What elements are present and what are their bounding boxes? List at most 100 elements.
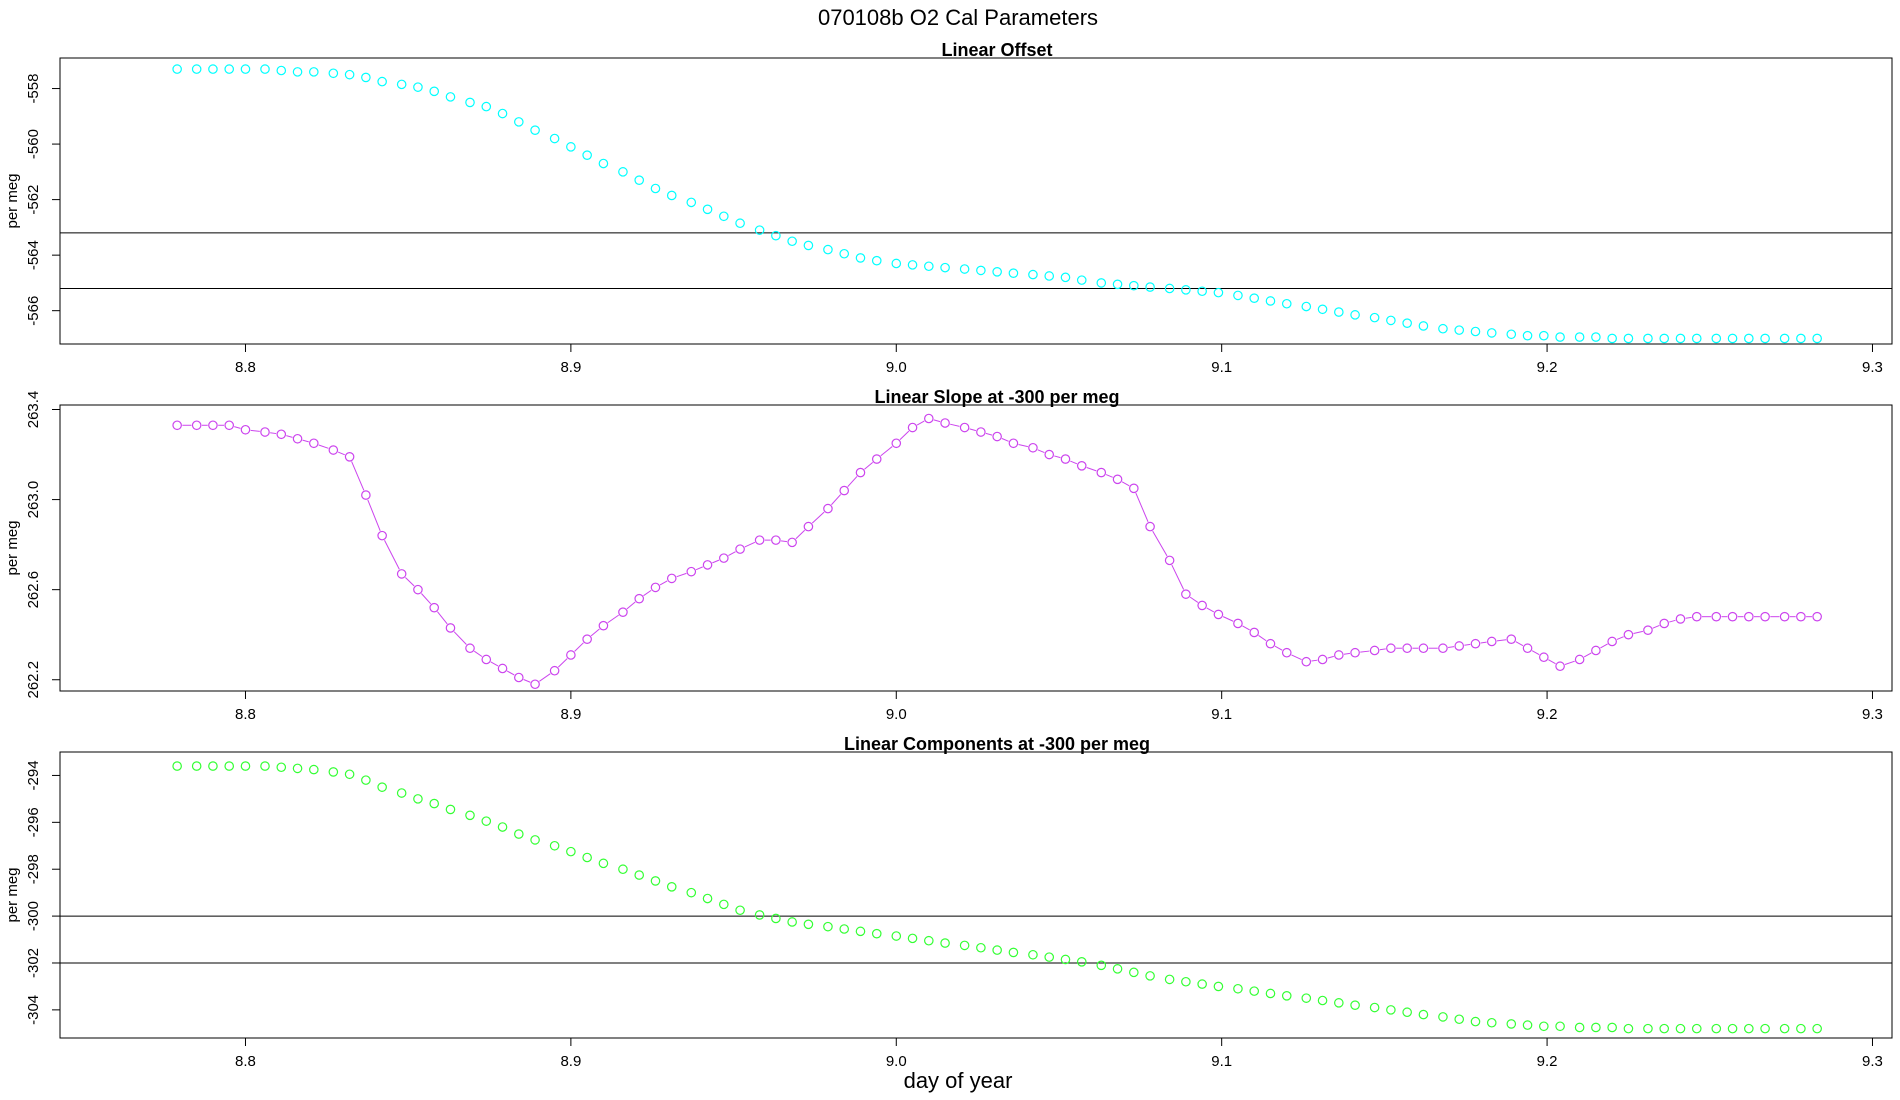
data-point: [344, 69, 355, 80]
data-point: [686, 197, 697, 208]
data-point: [650, 876, 661, 886]
data-point: [871, 255, 882, 266]
data-point: [1129, 967, 1139, 978]
data-point: [1265, 988, 1276, 999]
y-tick-label: -562: [25, 185, 42, 215]
x-tick-label: 9.1: [1211, 359, 1232, 376]
data-point: [172, 64, 182, 74]
data-point: [429, 798, 440, 809]
data-point: [959, 940, 970, 951]
data-point: [907, 260, 918, 270]
data-point: [1301, 656, 1312, 667]
figure-title: 070108b O2 Cal Parameters: [818, 5, 1098, 30]
data-point: [413, 794, 423, 804]
data-point: [445, 804, 456, 815]
series-line-segment: [864, 461, 874, 470]
series-line-segment: [1105, 474, 1113, 478]
data-point: [1249, 293, 1260, 303]
data-point: [566, 650, 576, 660]
data-point: [771, 913, 781, 924]
data-point: [803, 919, 814, 930]
series-line-segment: [453, 631, 467, 645]
data-point: [309, 67, 319, 77]
data-point: [224, 64, 235, 74]
series-line-segment: [1633, 630, 1643, 635]
data-point: [514, 829, 524, 839]
data-point: [1727, 333, 1738, 344]
series-line-segment: [437, 611, 448, 625]
data-point: [650, 183, 661, 194]
panel-1: Linear Offset per meg 8.8 8.9 9.0 9.1 9.2 9.3 -5…: [4, 40, 1893, 376]
data-point: [787, 537, 797, 548]
data-point: [1711, 1023, 1722, 1034]
series-line-segment: [695, 566, 703, 571]
series-line-segment: [539, 673, 551, 682]
data-point: [871, 454, 882, 464]
series-line-segment: [1685, 616, 1692, 619]
series-line-segment: [933, 419, 941, 423]
data-point: [1675, 333, 1686, 344]
data-point: [1369, 645, 1380, 656]
series-line-segment: [1189, 596, 1199, 603]
data-point: [1402, 318, 1412, 328]
series-line-segment: [1600, 643, 1608, 649]
series-line-segment: [270, 432, 277, 435]
data-point: [1454, 325, 1465, 335]
series-line-segment: [1327, 655, 1334, 659]
series-line-segment: [574, 642, 584, 652]
data-point: [1197, 979, 1207, 989]
data-point: [497, 108, 508, 119]
data-point: [328, 767, 339, 777]
data-point: [292, 763, 303, 774]
series-line-segment: [712, 559, 720, 564]
data-point: [530, 835, 540, 845]
data-point: [735, 218, 745, 229]
data-point: [377, 782, 387, 792]
data-point: [1438, 643, 1448, 654]
series-line-segment: [1206, 607, 1215, 613]
data-point: [1044, 449, 1055, 460]
data-point: [1418, 321, 1429, 331]
series-line-segment: [1616, 636, 1624, 640]
data-point: [754, 535, 765, 545]
data-point: [754, 910, 765, 920]
data-point: [1334, 650, 1344, 660]
data-point: [1112, 964, 1123, 974]
data-point: [1096, 960, 1107, 971]
data-point: [1281, 647, 1292, 658]
data-point: [1454, 1014, 1465, 1025]
data-point: [1744, 611, 1754, 622]
data-point: [1623, 629, 1634, 640]
data-point: [1233, 983, 1243, 994]
data-point: [924, 935, 934, 946]
data-point: [1796, 333, 1806, 344]
series-line-segment: [1548, 659, 1556, 665]
x-tick-label: 8.9: [560, 359, 581, 376]
data-point: [1008, 438, 1019, 449]
data-point: [1711, 611, 1722, 622]
data-point: [1659, 1023, 1670, 1034]
data-point: [1386, 315, 1396, 326]
data-point: [1760, 1023, 1770, 1034]
data-point: [1233, 618, 1243, 629]
data-point: [907, 422, 918, 433]
data-point: [992, 431, 1002, 442]
series-line-segment: [286, 435, 293, 438]
data-point: [276, 762, 287, 773]
data-point: [1591, 1022, 1601, 1033]
data-point: [377, 530, 387, 541]
data-point: [598, 158, 609, 169]
data-point: [1607, 636, 1617, 647]
data-point: [377, 76, 387, 87]
series-line-segment: [916, 420, 925, 426]
x-tick-label: 9.0: [886, 706, 907, 723]
data-point: [1164, 974, 1175, 985]
data-point: [1675, 1023, 1686, 1034]
series-line-segment: [1121, 481, 1130, 487]
panel-title: Linear Slope at -300 per meg: [874, 387, 1119, 407]
data-point: [1129, 280, 1139, 291]
data-point: [598, 858, 609, 869]
data-point: [719, 899, 729, 910]
data-point: [481, 816, 492, 826]
data-point: [1213, 609, 1224, 620]
